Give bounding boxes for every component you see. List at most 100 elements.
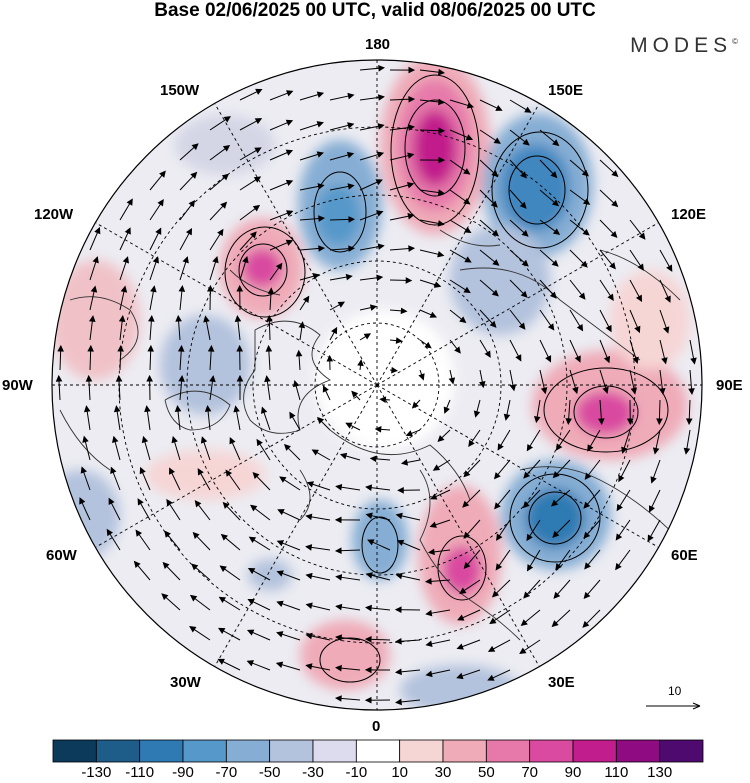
wind-vector-head	[487, 645, 496, 652]
wind-vector-head	[253, 176, 262, 183]
wind-vector-head	[430, 493, 438, 500]
wind-vector-head	[147, 344, 155, 352]
wind-vector-head	[648, 505, 655, 513]
wind-vector-head	[615, 533, 623, 541]
wind-vector-head	[374, 426, 382, 433]
wind-vector-head	[583, 591, 591, 600]
wind-vector-head	[407, 212, 415, 220]
neg-anomaly-west	[160, 315, 250, 415]
wind-vector-head	[425, 640, 433, 648]
wind-vector-head	[137, 498, 144, 506]
wind-vector-head	[661, 357, 668, 365]
wind-vector-head	[150, 285, 157, 293]
wind-vector-head	[464, 256, 472, 263]
wind-vector-head	[217, 228, 224, 237]
wind-vector-head	[576, 324, 584, 332]
wind-vector-head	[212, 255, 219, 264]
wind-vector-head	[574, 355, 581, 363]
wind-vector-head	[113, 405, 121, 413]
colorbar-tick-label: -130	[81, 764, 112, 781]
wind-vector-head	[256, 438, 263, 447]
wind-vector-head	[432, 464, 441, 471]
wind-vector-head	[305, 572, 313, 580]
wind-vector-head	[578, 292, 586, 300]
wind-vector-head	[632, 356, 639, 364]
wind-vector-head	[437, 189, 445, 196]
wind-vector-head	[549, 291, 557, 299]
neg-anomaly-ne	[450, 225, 550, 335]
wind-vector-head	[345, 273, 353, 281]
wind-vector-head	[197, 468, 204, 476]
wind-vector-head	[552, 471, 560, 479]
colorbar-swatch	[355, 739, 401, 763]
wind-vector-head	[377, 94, 385, 101]
wind-vector-head	[580, 260, 588, 268]
wind-vector-head	[520, 171, 527, 179]
colorbar-tick-label: -90	[172, 764, 194, 781]
wind-vector-head	[448, 377, 456, 385]
wind-vector-head	[463, 168, 471, 175]
vector-reference: 10	[644, 684, 704, 714]
pos-anomaly-west	[52, 260, 140, 380]
wind-vector-head	[652, 447, 660, 455]
wind-vector-head	[85, 374, 93, 382]
wind-vector-head	[120, 285, 128, 293]
wind-vector-head	[157, 199, 164, 207]
wind-vector-head	[395, 668, 402, 676]
wind-vector-head	[464, 226, 472, 234]
wind-vector-head	[55, 374, 63, 382]
wind-vector-head	[146, 374, 153, 382]
wind-vector-head	[82, 435, 89, 443]
wind-vector-head	[289, 411, 296, 419]
wind-vector-head	[117, 344, 124, 352]
wind-vector-head	[203, 315, 210, 323]
wind-vector-head	[551, 499, 559, 507]
wind-vector-head	[555, 443, 563, 451]
wind-vector-head	[473, 410, 481, 418]
wind-vector-head	[194, 500, 202, 508]
wind-vector-head	[376, 151, 385, 158]
wind-vector-head	[80, 466, 87, 474]
wind-vector-head	[555, 563, 562, 571]
lon-label-150e: 150E	[548, 82, 584, 99]
lon-label-90e: 90E	[716, 377, 743, 394]
wind-vector-head	[540, 387, 548, 395]
wind-vector-head	[346, 151, 355, 159]
wind-vector-head	[397, 486, 404, 494]
wind-vector-head	[252, 204, 261, 212]
colorbar-tick-label: 110	[604, 764, 629, 781]
wind-vector-head	[463, 561, 471, 570]
wind-vector-head	[335, 664, 342, 672]
wind-vector-head	[429, 311, 437, 318]
wind-vector-head	[155, 227, 162, 235]
wind-vector-head	[286, 210, 294, 217]
wind-vector-head	[248, 536, 257, 543]
colorbar-swatch	[442, 739, 487, 763]
wind-vector-head	[112, 435, 119, 443]
wind-vector-head	[459, 587, 467, 594]
wind-vector-head	[395, 337, 403, 344]
wind-vector-head	[688, 388, 695, 396]
wind-vector-head	[139, 466, 146, 475]
wind-vector-head	[229, 437, 236, 445]
wind-vector-head	[236, 344, 244, 352]
wind-vector-head	[266, 314, 273, 322]
wind-vector-head	[221, 173, 230, 181]
wind-vector-head	[365, 572, 373, 579]
wind-vector-head	[584, 562, 591, 570]
wind-vector-head	[161, 593, 169, 601]
wind-vector-head	[462, 500, 470, 508]
wind-vector-head	[610, 230, 618, 238]
wind-vector-head	[400, 307, 408, 315]
colorbar-tick-label: -70	[215, 764, 238, 781]
wind-vector-head	[234, 315, 242, 322]
colorbar-tick-label: 30	[434, 764, 452, 781]
wind-vector-head	[363, 333, 372, 340]
wind-vector-head	[503, 413, 511, 421]
wind-vector-head	[204, 405, 212, 412]
wind-vector-head	[618, 474, 625, 483]
contour-lines	[224, 74, 669, 683]
wind-vector-head	[552, 530, 560, 538]
wind-vector-head	[518, 322, 526, 330]
wind-vector-head	[408, 95, 416, 103]
